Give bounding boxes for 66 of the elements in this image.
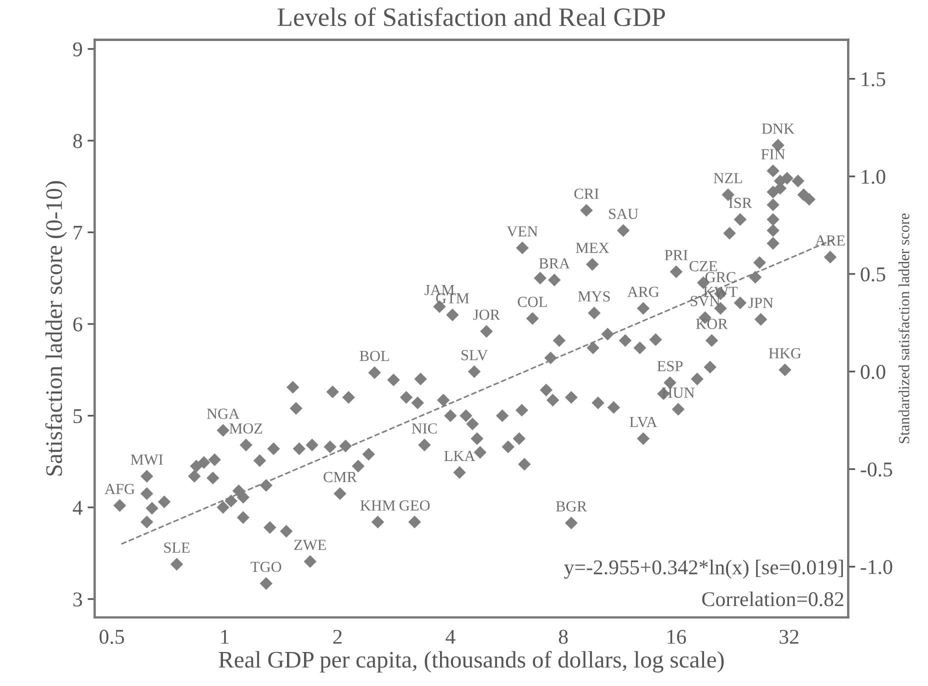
annotation: ARE (815, 235, 845, 246)
annotation: DNK (762, 124, 794, 134)
annotation: ZWE (294, 540, 326, 550)
annotation: NIC (412, 423, 437, 434)
x-tick-label: 2 (333, 630, 342, 644)
annotation: JPN (748, 298, 774, 308)
y-tick-label: 4 (72, 500, 83, 515)
annotation: GTM (436, 293, 470, 304)
y2-tick-label: 0.5 (860, 267, 886, 282)
annotation: KHM (360, 500, 396, 510)
annotation: y=-2.955+0.342*ln(x) [se=0.019] (564, 560, 843, 579)
annotation: CRI (574, 188, 599, 199)
x-tick-label: 16 (668, 630, 686, 644)
annotation: Correlation=0.82 (702, 592, 844, 606)
annotation: VEN (506, 226, 538, 237)
annotation: ESP (657, 360, 683, 372)
annotation: JOR (473, 310, 500, 320)
annotation: NZL (714, 173, 742, 184)
annotation: BGR (556, 501, 587, 512)
y2-tick-label: -1.0 (860, 560, 892, 574)
annotation: CZE (690, 261, 718, 272)
annotation: LKA (444, 450, 476, 461)
annotation: SLE (164, 542, 190, 553)
chart-title: Levels of Satisfaction and Real GDP (278, 7, 665, 26)
annotation: GRC (705, 272, 736, 282)
annotation: KOR (696, 318, 728, 330)
annotation: COL (518, 296, 547, 308)
x-axis-title: Real GDP per capita, (thousands of dollars, log scale) (218, 650, 724, 673)
annotation: SLV (462, 350, 488, 360)
y2-tick-label: 1.0 (862, 170, 886, 184)
annotation: FIN (761, 149, 786, 160)
annotation: ISR (728, 198, 752, 208)
annotation: MOZ (229, 423, 262, 434)
x-tick-label: 1 (221, 630, 229, 644)
annotation: AFG (104, 484, 135, 494)
y2-tick-label: -0.5 (860, 462, 892, 477)
annotation: SVN (690, 296, 720, 306)
annotation: CMR (324, 472, 357, 482)
annotation: HKG (768, 348, 802, 358)
x-tick-label: 0.5 (100, 630, 124, 644)
y-tick-label: 8 (73, 134, 82, 148)
annotation: MWI (130, 454, 163, 465)
annotation: MYS (578, 291, 610, 302)
annotation: LVA (630, 416, 658, 428)
annotation: SAU (609, 208, 638, 220)
y-tick-label: 5 (74, 409, 82, 424)
x-tick-label: 8 (558, 630, 568, 644)
y2-tick-label: 1.5 (862, 72, 886, 86)
annotation: BOL (360, 350, 389, 362)
annotation: MEX (576, 242, 610, 253)
y-tick-label: 7 (74, 226, 82, 240)
annotation: GEO (400, 500, 430, 511)
y-tick-label: 6 (73, 317, 82, 332)
x-tick-label: 32 (780, 630, 798, 644)
y2-axis-title: Standardized satisfaction ladder score (898, 214, 910, 444)
annotation: PRI (664, 250, 688, 260)
y-tick-label: 9 (73, 42, 82, 56)
y-tick-label: 3 (73, 592, 82, 606)
annotation: JAM (424, 284, 454, 296)
annotation: TGO (250, 562, 282, 572)
x-tick-label: 4 (446, 630, 456, 644)
y2-tick-label: 0.0 (860, 364, 886, 380)
annotation: NGA (206, 408, 240, 419)
annotation: ARG (627, 286, 659, 297)
annotation: BRA (539, 258, 570, 268)
y-axis-title: Satisfaction ladder score (0-10) (45, 181, 67, 476)
